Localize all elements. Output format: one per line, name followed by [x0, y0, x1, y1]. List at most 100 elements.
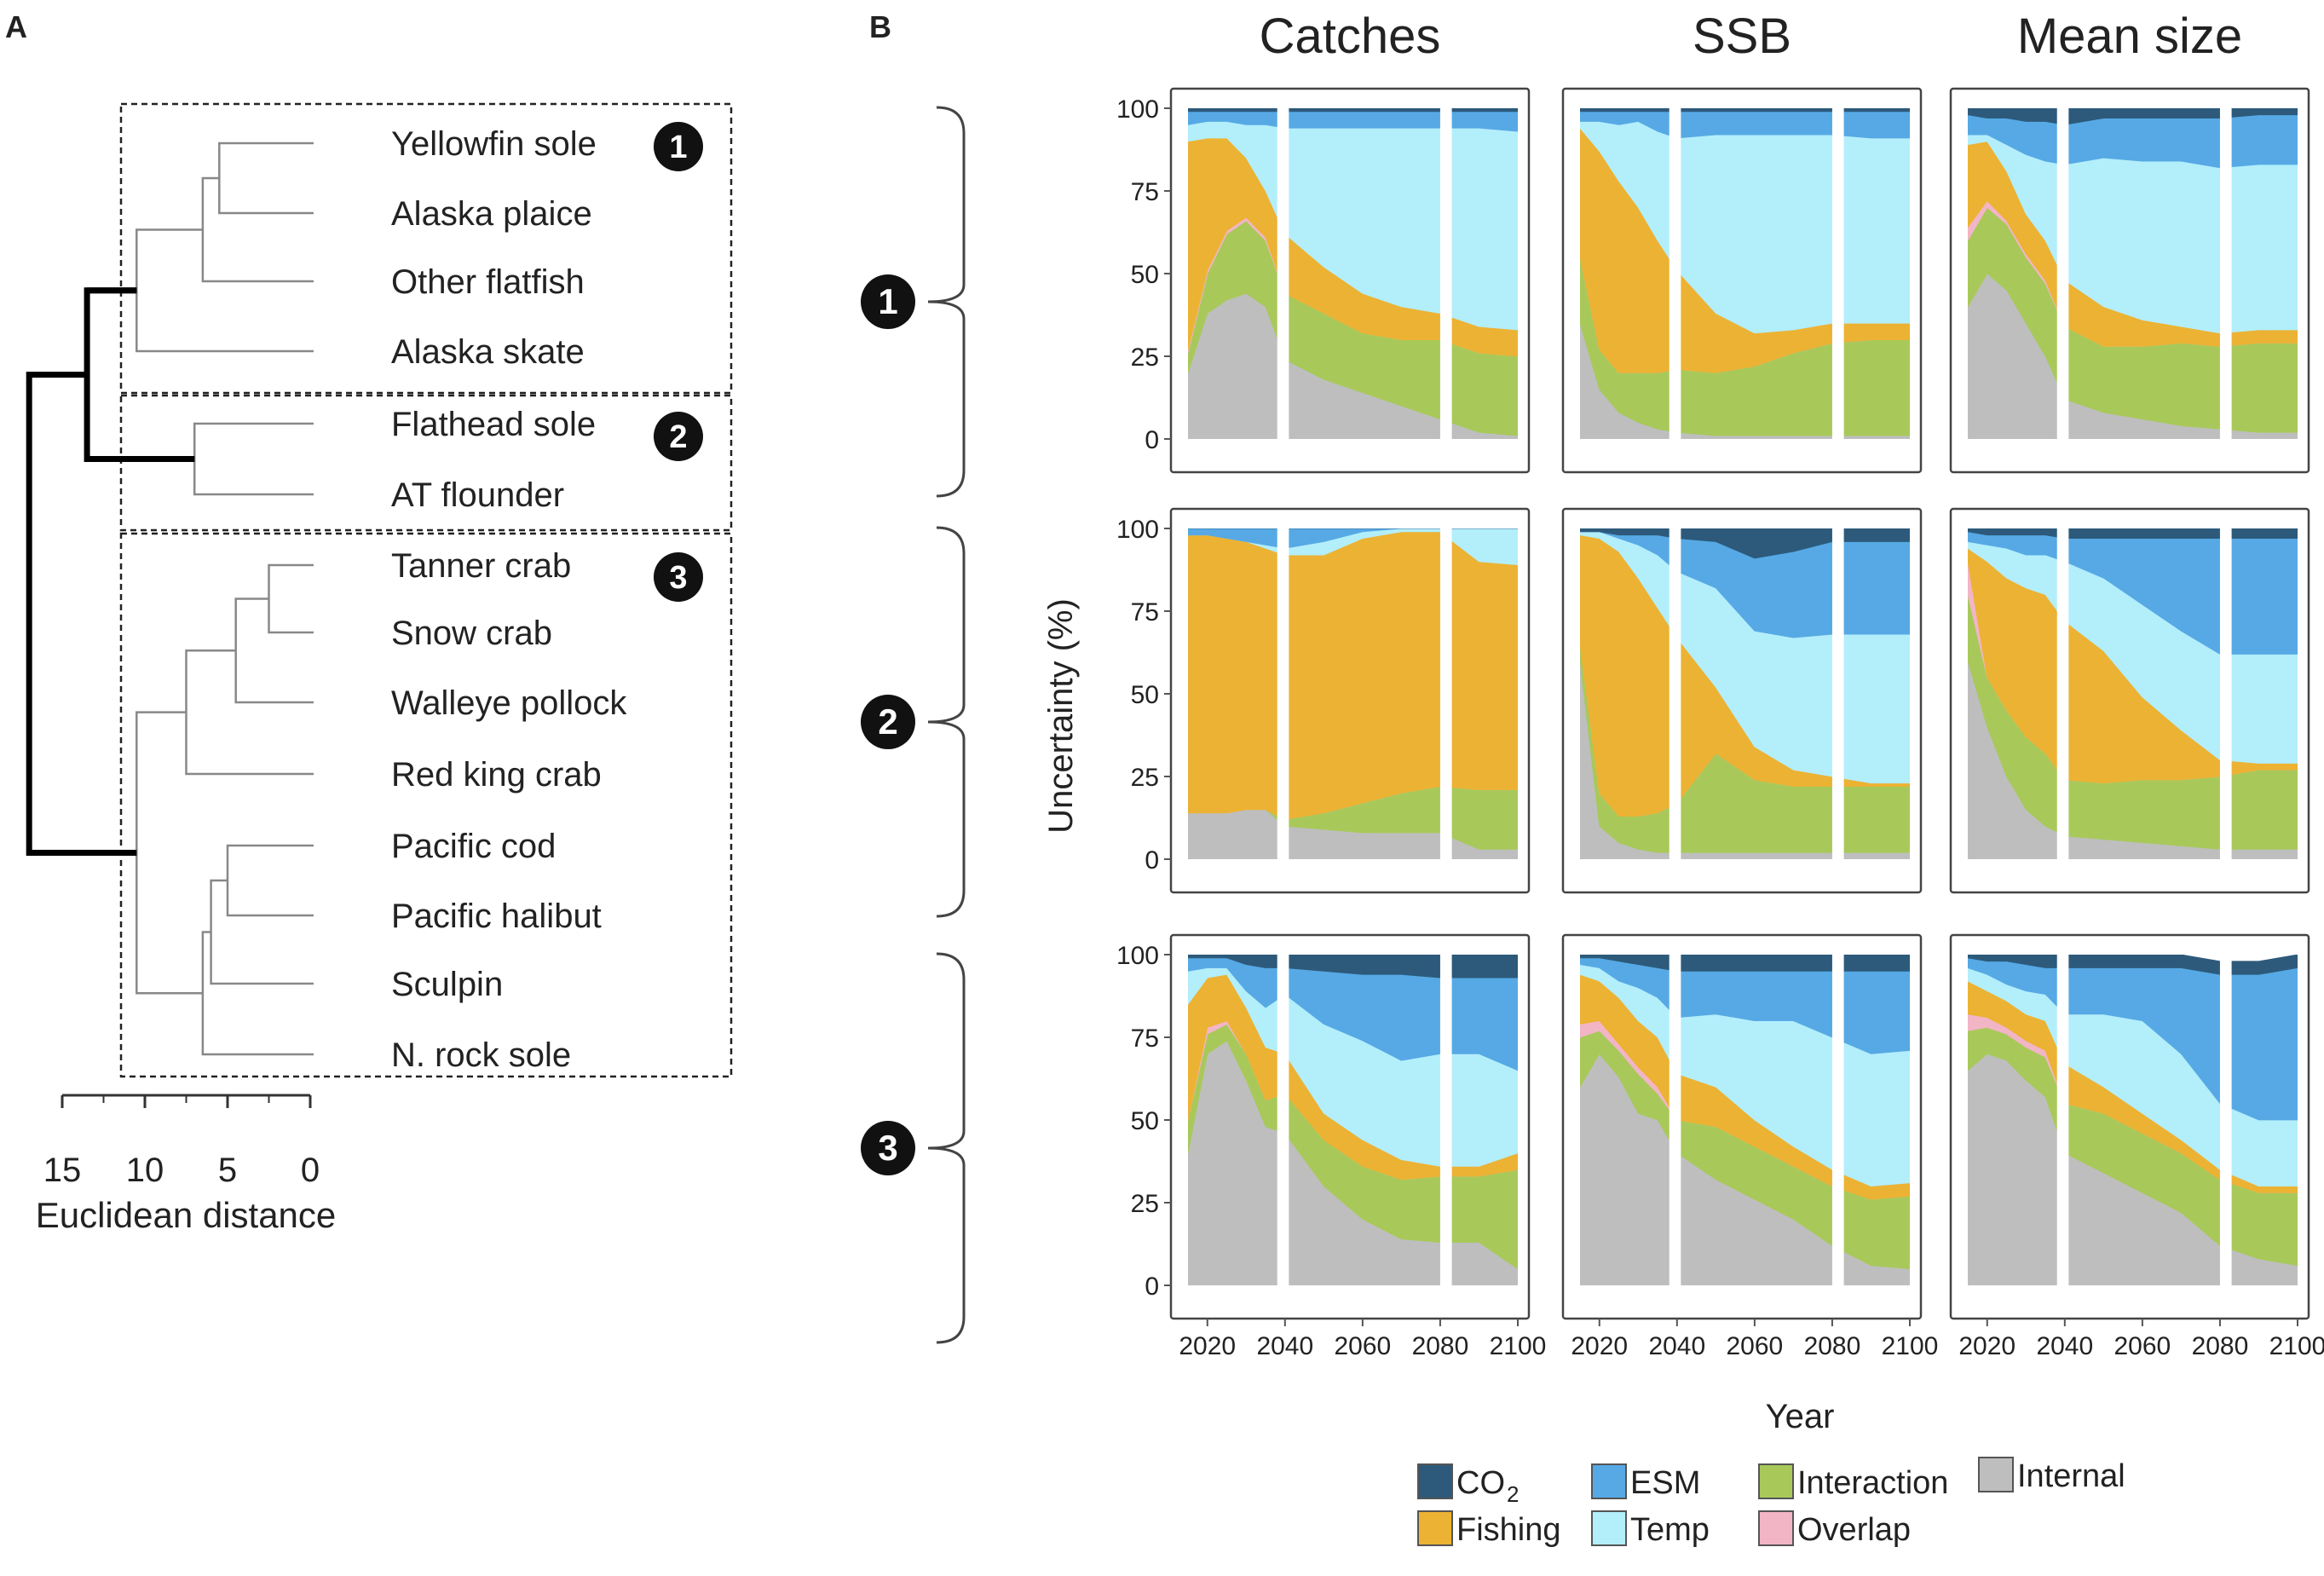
legend-swatch-co2 [1417, 1463, 1453, 1499]
legend-item-temp: Temp [1591, 1510, 1710, 1548]
period-gap-2 [1831, 951, 1844, 1289]
stack-areas [1580, 108, 1910, 439]
area-esm [1188, 528, 1518, 549]
row-brace-3: 3 [861, 952, 966, 1344]
y-axis-title: Uncertainty (%) [1042, 598, 1080, 834]
distance-axis: 15 10 5 0 [43, 1094, 320, 1189]
x-tick-label-2080: 2080 [1804, 1332, 1861, 1360]
leaf-label-yellowfin-sole: Yellowfin sole [391, 125, 597, 163]
panel-r1-c1: 0 25 50 75 100 [1116, 87, 1531, 474]
x-tick-label-2080: 2080 [1412, 1332, 1469, 1360]
period-gap-2 [1831, 525, 1844, 863]
cluster-badge-2: 2 [654, 412, 703, 461]
row-badge-circle-2 [861, 695, 915, 749]
brace-path [927, 952, 966, 1344]
stack-areas [1580, 528, 1910, 859]
period-gap-2 [2219, 525, 2232, 863]
panel-r1-c3 [1949, 87, 2310, 474]
x-axis-title: Year [1766, 1398, 1835, 1435]
cluster-badge-label-1: 1 [669, 130, 687, 165]
leaf-label-snow-crab: Snow crab [391, 615, 552, 652]
distance-tick-label-10: 10 [126, 1152, 164, 1189]
cluster-2-box [119, 394, 733, 532]
x-tick-label-2020: 2020 [1958, 1332, 2015, 1360]
y-tick-label-25: 25 [1131, 343, 1159, 372]
distance-tick-label-15: 15 [43, 1152, 82, 1189]
x-tick-label-2020: 2020 [1571, 1332, 1628, 1360]
period-gap-1 [1669, 525, 1681, 863]
panel-r2-c3 [1949, 507, 2310, 894]
legend-swatch-fishing [1417, 1510, 1453, 1546]
x-tick-label-2100: 2100 [1490, 1332, 1547, 1360]
period-gap-1 [1669, 105, 1681, 442]
period-gap-1 [2056, 951, 2069, 1289]
period-gap-1 [1277, 951, 1289, 1289]
leaf-label-alaska-plaice: Alaska plaice [391, 195, 592, 233]
period-gap-2 [2219, 951, 2232, 1289]
distance-axis-title: Euclidean distance [36, 1195, 337, 1235]
panel-r2-c1: 0 25 50 75 100 [1116, 507, 1531, 894]
y-tick-label-100: 100 [1116, 95, 1159, 124]
period-gap-1 [1277, 525, 1289, 863]
legend-label-internal: Internal [2017, 1458, 2125, 1494]
area-co2 [1968, 955, 2298, 975]
row-brace-2: 2 [861, 526, 966, 918]
area-co2 [1968, 108, 2298, 125]
dendrogram-leaves: Yellowfin sole Alaska plaice Other flatfis… [391, 125, 627, 1074]
x-tick-label-2040: 2040 [2036, 1332, 2093, 1360]
leaf-label-pacific-cod: Pacific cod [391, 828, 556, 865]
legend-label-fishing: Fishing [1456, 1512, 1561, 1548]
x-tick-label-2080: 2080 [2192, 1332, 2249, 1360]
legend-swatch-temp [1591, 1510, 1627, 1546]
leaf-label-walleye-pollock: Walleye pollock [391, 684, 627, 722]
panel-r2-c2 [1561, 507, 1923, 894]
leaf-label-n-rock-sole: N. rock sole [391, 1036, 571, 1074]
panel-r3-c2: 2020 2040 2060 2080 2100 [1561, 933, 1938, 1360]
period-gap-2 [1439, 525, 1452, 863]
period-gap-1 [2056, 105, 2069, 442]
legend-item-co2: CO 2 [1417, 1463, 1519, 1507]
panel-r3-c1: 0 25 50 75 100 2020 2040 2060 2080 2100 [1116, 933, 1547, 1360]
y-tick-label-100: 100 [1116, 516, 1159, 544]
x-tick-label-2040: 2040 [1256, 1332, 1313, 1360]
legend-swatch-interaction [1758, 1463, 1794, 1499]
stack-areas [1580, 955, 1910, 1285]
area-co2 [1968, 528, 2298, 540]
cluster-badge-circle-2 [654, 412, 703, 461]
legend-swatch-overlap [1758, 1510, 1794, 1546]
column-title-ssb: SSB [1693, 9, 1791, 64]
legend-item-internal: Internal [1978, 1457, 2125, 1494]
y-tick-label-0: 0 [1145, 1273, 1159, 1301]
stack-areas [1968, 528, 2298, 859]
leaf-label-pacific-halibut: Pacific halibut [391, 898, 602, 935]
area-co2 [1188, 955, 1518, 979]
row-badge-label-3: 3 [878, 1128, 897, 1168]
dendrogram: Yellowfin sole Alaska plaice Other flatfis… [26, 102, 733, 1235]
column-title-mean-size: Mean size [2017, 9, 2242, 64]
row-badge-circle-3 [861, 1121, 915, 1175]
period-gap-1 [1669, 951, 1681, 1289]
stack-areas [1188, 528, 1518, 859]
period-gap-2 [1439, 105, 1452, 442]
row-badge-circle-1 [861, 274, 915, 329]
y-tick-label-0: 0 [1145, 846, 1159, 875]
stack-areas [1968, 955, 2298, 1285]
area-co2 [1580, 528, 1910, 559]
legend-label-temp: Temp [1630, 1512, 1710, 1548]
distance-tick-label-5: 5 [218, 1152, 237, 1189]
leaf-label-alaska-skate: Alaska skate [391, 333, 585, 371]
column-title-catches: Catches [1260, 9, 1441, 64]
area-co2 [1188, 108, 1518, 113]
row-badge-label-1: 1 [878, 281, 897, 321]
cluster-badges: 1 2 3 [654, 122, 703, 602]
cluster-badge-label-3: 3 [669, 560, 687, 596]
row-brace-1: 1 [861, 106, 966, 498]
y-tick-label-75: 75 [1131, 1025, 1159, 1053]
y-tick-label-0: 0 [1145, 426, 1159, 454]
leaf-label-at-flounder: AT flounder [391, 476, 564, 514]
y-tick-label-25: 25 [1131, 1190, 1159, 1218]
x-tick-label-2060: 2060 [1727, 1332, 1784, 1360]
legend-subscript-co2: 2 [1507, 1481, 1519, 1507]
